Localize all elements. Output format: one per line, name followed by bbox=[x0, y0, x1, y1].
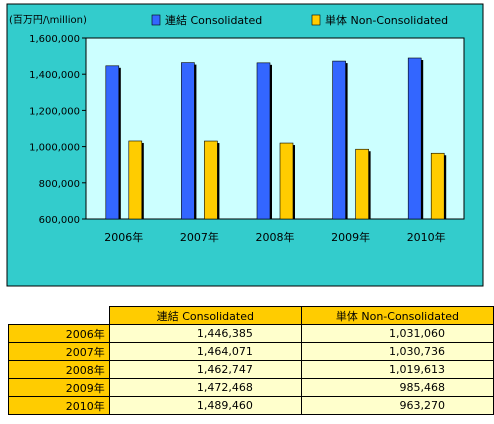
bar-consolidated bbox=[407, 57, 422, 220]
bar-chart: (百万円/\million) 連結 Consolidated 単体 Non-Con… bbox=[6, 3, 484, 287]
x-axis: 2006年 2007年 2008年 2009年 2010年 bbox=[104, 230, 445, 244]
y-axis: 600,000 800,000 1,000,000 1,200,000 1,400,00… bbox=[29, 34, 86, 226]
x-tick-label: 2009年 bbox=[331, 230, 370, 244]
data-table: 連結 Consolidated 単体 Non-Consolidated 2006… bbox=[8, 306, 494, 415]
bar-consolidated bbox=[105, 65, 120, 220]
table-cell-consolidated: 1,462,747 bbox=[108, 360, 302, 379]
bar-consolidated bbox=[181, 62, 195, 220]
bar-consolidated bbox=[256, 62, 271, 220]
bar-non-consolidated bbox=[204, 140, 218, 220]
bar-non-consolidated bbox=[279, 142, 294, 220]
table-row: 2009年 1,472,468 985,468 bbox=[8, 378, 494, 397]
table-header-row: 連結 Consolidated 単体 Non-Consolidated bbox=[8, 306, 494, 325]
table-corner-cell bbox=[8, 306, 110, 325]
table-cell-consolidated: 1,446,385 bbox=[108, 324, 302, 343]
table-header-non-consolidated: 単体 Non-Consolidated bbox=[300, 306, 494, 325]
y-tick-label: 1,400,000 bbox=[29, 70, 80, 81]
x-tick-label: 2007年 bbox=[180, 230, 219, 244]
legend-label: 連結 Consolidated bbox=[165, 13, 262, 27]
plot-area bbox=[85, 37, 465, 220]
table-row-year: 2009年 bbox=[8, 378, 110, 397]
table-cell-consolidated: 1,489,460 bbox=[108, 396, 302, 415]
legend-label: 単体 Non-Consolidated bbox=[325, 13, 448, 27]
bars bbox=[105, 57, 447, 220]
table-header-consolidated: 連結 Consolidated bbox=[108, 306, 302, 325]
y-tick-label: 1,000,000 bbox=[29, 143, 80, 154]
y-tick-label: 1,200,000 bbox=[29, 106, 80, 117]
x-tick-label: 2008年 bbox=[256, 230, 295, 244]
y-tick-label: 800,000 bbox=[39, 179, 80, 190]
table-cell-non-consolidated: 1,031,060 bbox=[300, 324, 494, 343]
y-unit-label: (百万円/\million) bbox=[9, 14, 87, 26]
table-row: 2007年 1,464,071 1,030,736 bbox=[8, 342, 494, 361]
bar-non-consolidated bbox=[430, 152, 445, 220]
legend-swatch bbox=[151, 14, 161, 26]
table-row: 2010年 1,489,460 963,270 bbox=[8, 396, 494, 415]
table-cell-consolidated: 1,464,071 bbox=[108, 342, 302, 361]
table-cell-non-consolidated: 1,019,613 bbox=[300, 360, 494, 379]
y-tick-label: 1,600,000 bbox=[29, 34, 80, 45]
table-row-year: 2006年 bbox=[8, 324, 110, 343]
x-tick-label: 2010年 bbox=[407, 230, 446, 244]
table-cell-non-consolidated: 963,270 bbox=[300, 396, 494, 415]
table-row: 2008年 1,462,747 1,019,613 bbox=[8, 360, 494, 379]
table-row: 2006年 1,446,385 1,031,060 bbox=[8, 324, 494, 343]
table-row-year: 2010年 bbox=[8, 396, 110, 415]
table-cell-non-consolidated: 1,030,736 bbox=[300, 342, 494, 361]
table-row-year: 2008年 bbox=[8, 360, 110, 379]
y-tick-label: 600,000 bbox=[39, 215, 80, 226]
table-cell-non-consolidated: 985,468 bbox=[300, 378, 494, 397]
bar-consolidated bbox=[332, 60, 346, 220]
table-row-year: 2007年 bbox=[8, 342, 110, 361]
table-cell-consolidated: 1,472,468 bbox=[108, 378, 302, 397]
bar-non-consolidated bbox=[355, 148, 369, 220]
legend: 連結 Consolidated 単体 Non-Consolidated bbox=[151, 13, 448, 27]
x-tick-label: 2006年 bbox=[104, 230, 143, 244]
legend-swatch bbox=[311, 14, 321, 26]
bar-non-consolidated bbox=[128, 140, 143, 220]
